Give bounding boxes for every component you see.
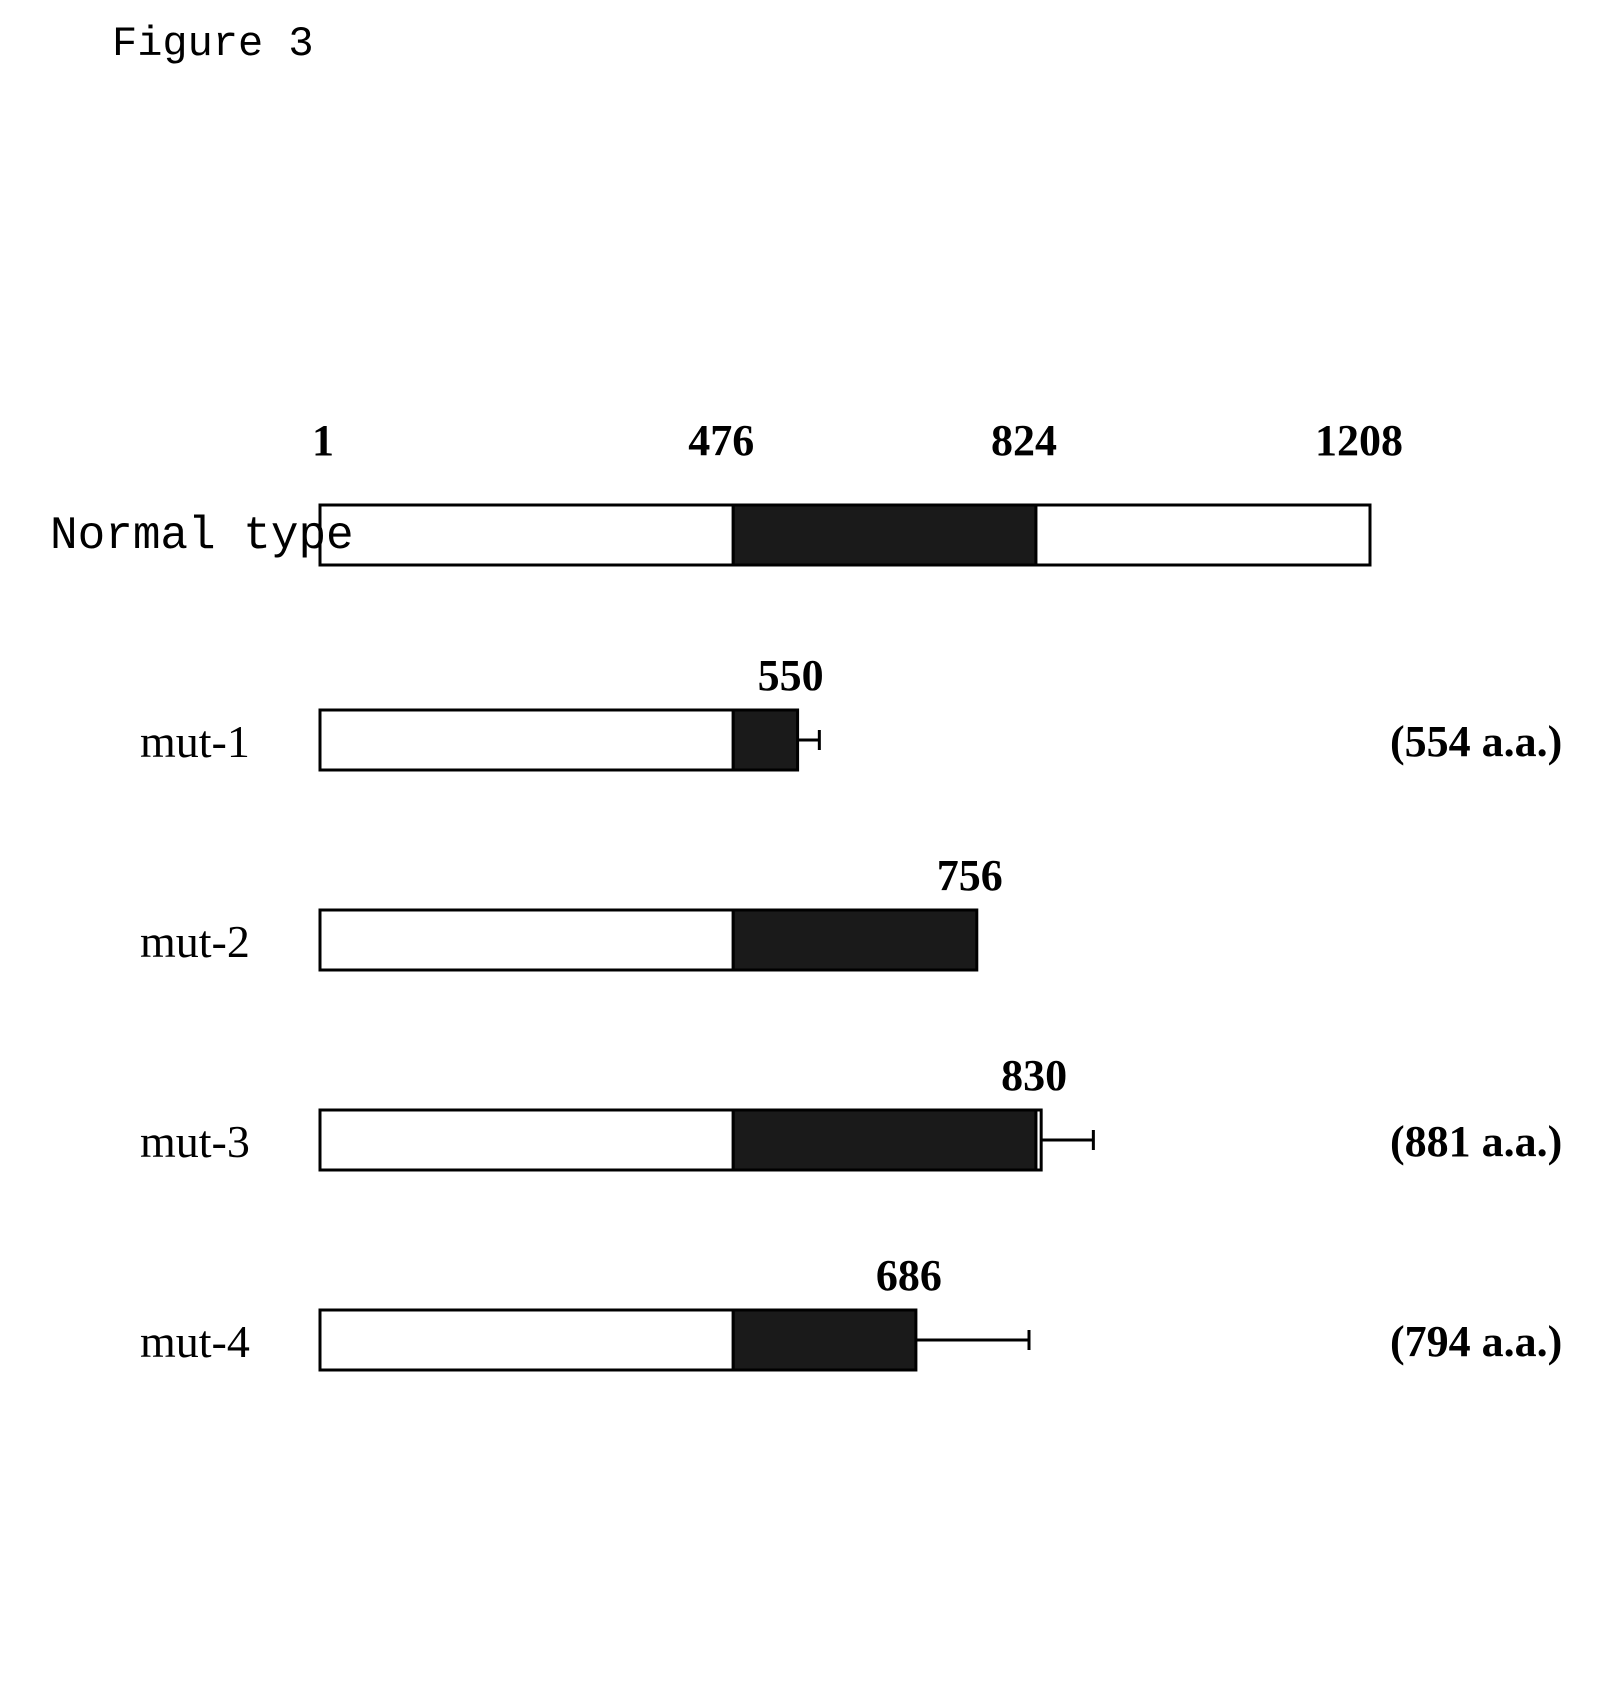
segment-mut-3 [733,1110,1036,1170]
scale-label: 1 [312,416,334,465]
row-label-mut-3: mut-3 [140,1115,250,1168]
segment-normal [733,505,1036,565]
row-label-mut-2: mut-2 [140,915,250,968]
segment-mut-3 [320,1110,733,1170]
aa-note-mut-1: (554 a.a.) [1390,716,1562,767]
segment-mut-4 [733,1310,916,1370]
segment-mut-2 [733,910,977,970]
end-label-mut-4: 686 [876,1251,942,1300]
aa-note-mut-3: (881 a.a.) [1390,1116,1562,1167]
segment-normal [1036,505,1370,565]
end-label-mut-2: 756 [937,851,1003,900]
scale-label: 1208 [1315,416,1403,465]
row-label-normal: Normal type [50,510,354,562]
segment-mut-2 [320,910,733,970]
protein-diagram: 1 476 824 1208 550 756 830 686 [0,0,1617,1690]
segment-normal [320,505,733,565]
aa-note-mut-4: (794 a.a.) [1390,1316,1562,1367]
scale-label: 824 [991,416,1057,465]
row-label-mut-1: mut-1 [140,715,250,768]
scale-label: 476 [688,416,754,465]
segment-mut-1 [733,710,797,770]
row-label-mut-4: mut-4 [140,1315,250,1368]
segment-mut-3 [1036,1110,1041,1170]
segment-mut-1 [320,710,733,770]
end-label-mut-1: 550 [758,651,824,700]
segment-mut-4 [320,1310,733,1370]
end-label-mut-3: 830 [1001,1051,1067,1100]
